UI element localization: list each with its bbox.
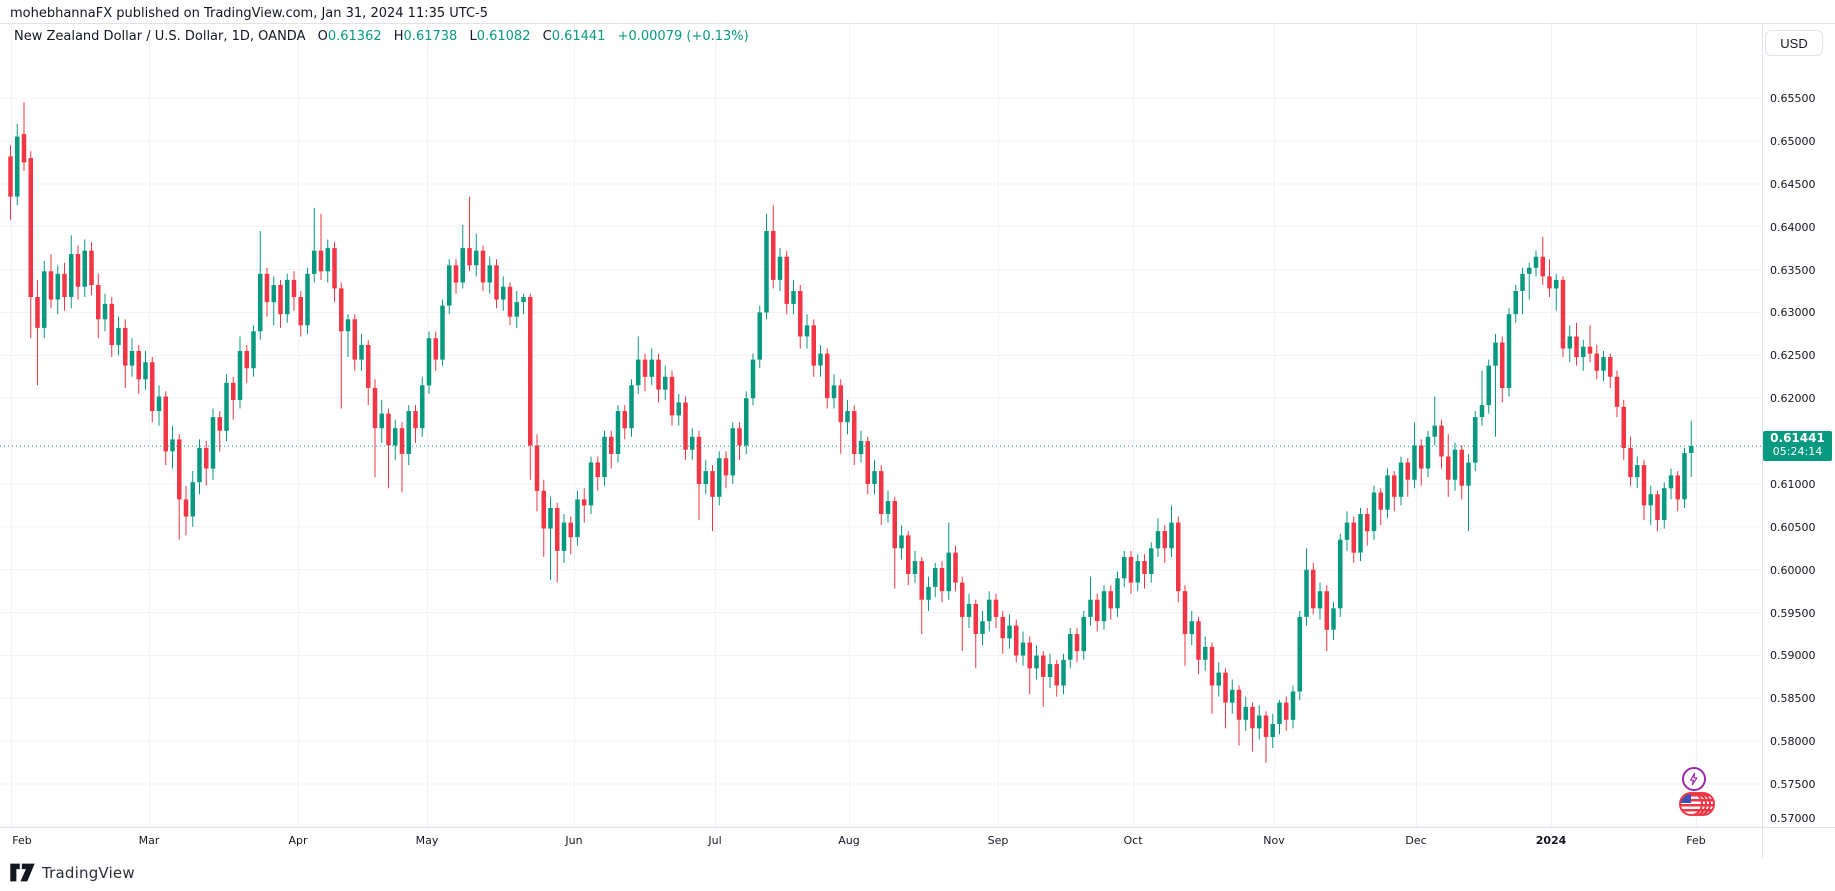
currency-button[interactable]: USD bbox=[1765, 30, 1823, 56]
price-axis-label: 0.61000 bbox=[1770, 477, 1816, 491]
ohlc-open-value: 0.61362 bbox=[327, 29, 382, 44]
time-axis-label: 2024 bbox=[1535, 834, 1567, 847]
pane-top-border bbox=[0, 23, 1835, 24]
boost-lightning-icon[interactable] bbox=[1682, 767, 1706, 791]
attribution-text: mohebhannaFX published on TradingView.co… bbox=[10, 6, 488, 21]
time-axis-label: Dec bbox=[1405, 834, 1427, 847]
time-axis-label: Oct bbox=[1123, 834, 1143, 847]
ohlc-open-label: O bbox=[317, 29, 328, 44]
time-axis-label: Jul bbox=[708, 834, 722, 847]
time-axis-label: May bbox=[415, 834, 439, 847]
last-price-value: 0.61441 bbox=[1770, 431, 1825, 446]
price-axis-label: 0.58000 bbox=[1770, 735, 1816, 749]
us-flag-coin-icon bbox=[1679, 792, 1703, 816]
tradingview-logo-text: TradingView bbox=[42, 863, 135, 882]
ohlc-low-label: L bbox=[469, 29, 477, 44]
time-axis-label: Apr bbox=[288, 834, 308, 847]
time-axis-label: Nov bbox=[1263, 834, 1285, 847]
time-axis-label: Sep bbox=[987, 834, 1009, 847]
tradingview-logo[interactable]: TradingView bbox=[10, 863, 135, 882]
candlestick-chart[interactable] bbox=[0, 23, 1762, 827]
price-scale[interactable]: 0.65500 0.65000 0.64500 0.64000 0.63500 0.630… bbox=[1763, 23, 1835, 827]
price-axis-label: 0.64500 bbox=[1770, 177, 1816, 191]
change-value: +0.00079 (+0.13%) bbox=[617, 29, 749, 44]
tradingview-logo-icon bbox=[10, 863, 35, 882]
symbol-header: New Zealand Dollar / U.S. Dollar, 1D, OA… bbox=[14, 29, 749, 44]
time-axis-label: Mar bbox=[138, 834, 160, 847]
time-scale[interactable]: Feb Mar Apr May Jun Jul Aug Sep Oct Nov Dec 2024 Feb bbox=[0, 828, 1762, 858]
price-axis-label: 0.57500 bbox=[1770, 778, 1816, 792]
price-axis-label: 0.57000 bbox=[1770, 812, 1816, 825]
flag-canton bbox=[1681, 794, 1691, 803]
price-axis-border bbox=[1762, 23, 1763, 858]
price-axis-label: 0.62500 bbox=[1770, 349, 1816, 363]
price-axis-label: 0.62000 bbox=[1770, 392, 1816, 406]
bar-countdown: 05:24:14 bbox=[1772, 444, 1823, 458]
time-axis-border bbox=[0, 827, 1835, 828]
price-axis-label: 0.58500 bbox=[1770, 692, 1816, 706]
symbol-title: New Zealand Dollar / U.S. Dollar, 1D, OA… bbox=[14, 29, 306, 44]
time-axis-label: Feb bbox=[1686, 834, 1706, 847]
time-axis-label: Jun bbox=[565, 834, 583, 847]
lightning-bolt-icon bbox=[1689, 772, 1698, 786]
us-flag-reactions-icon bbox=[1679, 792, 1719, 818]
price-axis-label: 0.60500 bbox=[1770, 520, 1816, 534]
last-price-badge: 0.61441 05:24:14 bbox=[1763, 431, 1832, 462]
price-axis-label: 0.60000 bbox=[1770, 563, 1816, 577]
price-axis-label: 0.59000 bbox=[1770, 649, 1816, 663]
ohlc-low-value: 0.61082 bbox=[476, 29, 531, 44]
price-axis-label: 0.63500 bbox=[1770, 263, 1816, 277]
ohlc-close-label: C bbox=[542, 29, 552, 44]
ohlc-high-value: 0.61738 bbox=[403, 29, 458, 44]
ohlc-close-value: 0.61441 bbox=[551, 29, 606, 44]
price-axis-label: 0.65500 bbox=[1770, 92, 1816, 106]
price-axis-label: 0.63000 bbox=[1770, 306, 1816, 320]
ohlc-high-label: H bbox=[393, 29, 404, 44]
time-axis-label: Aug bbox=[838, 834, 860, 847]
time-axis-label: Feb bbox=[12, 834, 32, 847]
price-axis-label: 0.65000 bbox=[1770, 134, 1816, 148]
price-axis-label: 0.64000 bbox=[1770, 220, 1816, 234]
price-axis-label: 0.59500 bbox=[1770, 606, 1816, 620]
